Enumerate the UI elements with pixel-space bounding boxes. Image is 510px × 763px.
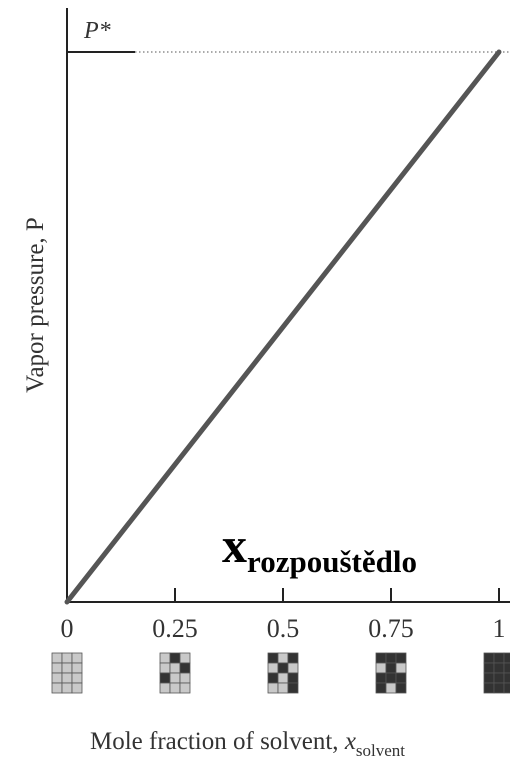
grid-cell bbox=[287, 682, 299, 694]
grid-cell bbox=[483, 662, 495, 674]
x-tick-label: 0.75 bbox=[368, 614, 414, 643]
grid-cell bbox=[287, 662, 299, 674]
grid-cell bbox=[179, 682, 191, 694]
grid-cell bbox=[159, 672, 171, 684]
grid-cell bbox=[277, 662, 289, 674]
composition-grid-icon bbox=[267, 652, 299, 694]
grid-cell bbox=[375, 662, 387, 674]
grid-cell bbox=[267, 682, 279, 694]
grid-cell bbox=[375, 652, 387, 664]
composition-grid-icon bbox=[375, 652, 407, 694]
grid-cell bbox=[277, 652, 289, 664]
grid-cell bbox=[169, 652, 181, 664]
grid-cell bbox=[51, 662, 63, 674]
grid-cell bbox=[267, 672, 279, 684]
grid-cell bbox=[395, 672, 407, 684]
x-solvent-annotation-main: x bbox=[222, 517, 247, 573]
grid-cell bbox=[385, 672, 397, 684]
grid-cell bbox=[277, 682, 289, 694]
grid-cell bbox=[267, 652, 279, 664]
grid-cell bbox=[385, 682, 397, 694]
composition-grid-icon bbox=[483, 652, 510, 694]
x-tick-label: 0.25 bbox=[152, 614, 198, 643]
grid-cell bbox=[493, 662, 505, 674]
composition-grid-icon bbox=[159, 652, 191, 694]
grid-cell bbox=[493, 682, 505, 694]
grid-cell bbox=[503, 662, 510, 674]
grid-cell bbox=[71, 672, 83, 684]
grid-cell bbox=[179, 662, 191, 674]
composition-grids bbox=[51, 652, 510, 694]
pstar-label: P* bbox=[84, 18, 111, 44]
x-axis-label-sub: solvent bbox=[355, 741, 406, 760]
grid-cell bbox=[61, 682, 73, 694]
grid-cell bbox=[159, 662, 171, 674]
grid-cell bbox=[375, 682, 387, 694]
grid-cell bbox=[395, 662, 407, 674]
grid-cell bbox=[483, 682, 495, 694]
grid-cell bbox=[385, 662, 397, 674]
grid-cell bbox=[503, 652, 510, 664]
grid-cell bbox=[61, 652, 73, 664]
grid-cell bbox=[51, 672, 63, 684]
grid-cell bbox=[493, 672, 505, 684]
grid-cell bbox=[169, 672, 181, 684]
grid-cell bbox=[503, 682, 510, 694]
x-axis-label-var: x bbox=[344, 728, 356, 755]
x-tick-label: 0.5 bbox=[266, 614, 300, 643]
grid-cell bbox=[169, 682, 181, 694]
grid-cell bbox=[71, 662, 83, 674]
grid-cell bbox=[51, 652, 63, 664]
grid-cell bbox=[61, 672, 73, 684]
grid-cell bbox=[71, 682, 83, 694]
grid-cell bbox=[179, 672, 191, 684]
grid-cell bbox=[287, 652, 299, 664]
grid-cell bbox=[483, 652, 495, 664]
grid-cell bbox=[287, 672, 299, 684]
composition-grid-icon bbox=[51, 652, 83, 694]
grid-cell bbox=[395, 652, 407, 664]
grid-cell bbox=[179, 652, 191, 664]
grid-cell bbox=[51, 682, 63, 694]
grid-cell bbox=[61, 662, 73, 674]
x-axis-label-text: Mole fraction of solvent, bbox=[90, 728, 345, 755]
x-solvent-annotation-sub: rozpouštědlo bbox=[247, 544, 417, 579]
grid-cell bbox=[385, 652, 397, 664]
grid-cell bbox=[277, 672, 289, 684]
grid-cell bbox=[169, 662, 181, 674]
grid-cell bbox=[503, 672, 510, 684]
x-tick-label: 1 bbox=[492, 614, 506, 643]
y-axis-label: Vapor pressure, P bbox=[22, 217, 49, 393]
vapor-pressure-line bbox=[64, 49, 502, 605]
x-solvent-annotation: xrozpouštědlo bbox=[222, 517, 417, 577]
grid-cell bbox=[483, 672, 495, 684]
grid-cell bbox=[375, 672, 387, 684]
grid-cell bbox=[493, 652, 505, 664]
grid-cell bbox=[159, 652, 171, 664]
grid-cell bbox=[159, 682, 171, 694]
x-axis-label: Mole fraction of solvent, xsolvent bbox=[90, 728, 405, 760]
grid-cell bbox=[71, 652, 83, 664]
grid-cell bbox=[395, 682, 407, 694]
x-ticks bbox=[174, 588, 500, 602]
grid-cell bbox=[267, 662, 279, 674]
x-tick-label: 0 bbox=[60, 614, 74, 643]
